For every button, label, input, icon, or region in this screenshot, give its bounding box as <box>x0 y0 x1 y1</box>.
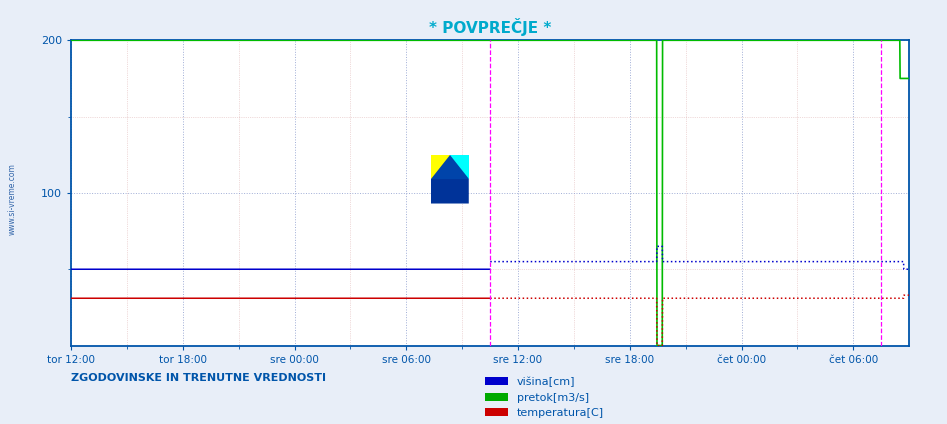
Text: ZGODOVINSKE IN TRENUTNE VREDNOSTI: ZGODOVINSKE IN TRENUTNE VREDNOSTI <box>71 373 326 383</box>
Title: * POVPREČJE *: * POVPREČJE * <box>429 18 551 36</box>
Polygon shape <box>431 155 450 179</box>
Polygon shape <box>431 155 469 179</box>
Polygon shape <box>450 155 469 179</box>
Text: www.si-vreme.com: www.si-vreme.com <box>8 163 17 235</box>
Legend: višina[cm], pretok[m3/s], temperatura[C]: višina[cm], pretok[m3/s], temperatura[C] <box>481 372 608 423</box>
Polygon shape <box>431 155 469 204</box>
